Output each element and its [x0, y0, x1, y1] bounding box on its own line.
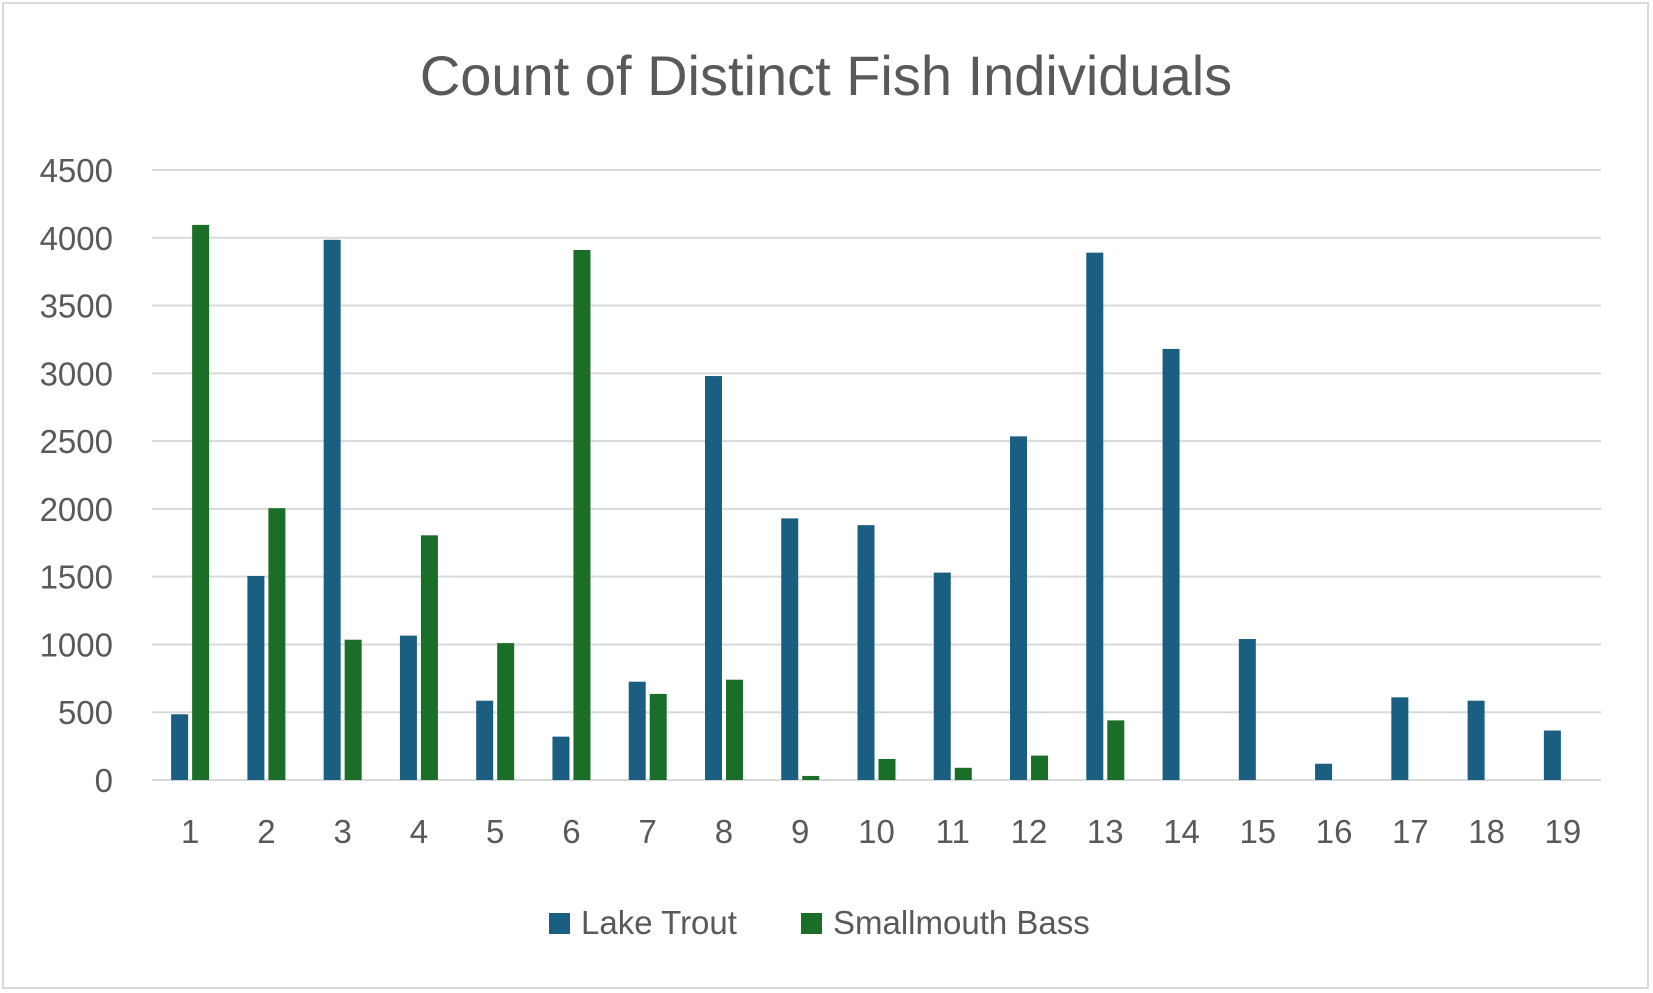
bar-smallmouth-bass-6	[573, 249, 591, 780]
bars	[171, 224, 1561, 781]
y-tick-label: 3000	[40, 355, 113, 392]
y-tick-label: 500	[58, 694, 113, 731]
x-tick-label: 4	[410, 813, 428, 850]
bar-lake-trout-18	[1467, 700, 1485, 780]
bar-smallmouth-bass-11	[954, 767, 972, 780]
bar-lake-trout-13	[1086, 252, 1104, 780]
y-tick-label: 1500	[40, 559, 113, 596]
x-tick-label: 5	[486, 813, 504, 850]
bar-lake-trout-1	[171, 714, 189, 780]
x-tick-label: 3	[333, 813, 351, 850]
x-tick-label: 2	[257, 813, 275, 850]
bar-lake-trout-2	[247, 575, 265, 780]
x-tick-label: 15	[1239, 813, 1276, 850]
legend-swatch-smallmouth-bass	[801, 913, 822, 934]
bar-lake-trout-4	[399, 635, 417, 780]
y-tick-label: 3500	[40, 288, 113, 325]
y-tick-label: 2500	[40, 423, 113, 460]
legend-label-smallmouth-bass: Smallmouth Bass	[833, 904, 1090, 941]
bar-smallmouth-bass-1	[192, 224, 210, 780]
bar-lake-trout-10	[857, 525, 875, 780]
bar-smallmouth-bass-2	[268, 508, 286, 780]
x-tick-label: 18	[1468, 813, 1505, 850]
x-tick-label: 11	[936, 813, 970, 850]
x-tick-label: 12	[1011, 813, 1048, 850]
bar-lake-trout-9	[781, 518, 799, 780]
bar-smallmouth-bass-13	[1107, 720, 1125, 780]
bar-smallmouth-bass-4	[420, 535, 438, 780]
y-tick-label: 4000	[40, 220, 113, 257]
bar-lake-trout-14	[1162, 348, 1180, 780]
y-tick-label: 4500	[40, 152, 113, 189]
bar-lake-trout-16	[1315, 763, 1333, 780]
bar-lake-trout-8	[704, 376, 722, 780]
bar-lake-trout-3	[323, 239, 341, 781]
bar-smallmouth-bass-9	[802, 775, 820, 780]
x-tick-label: 7	[639, 813, 657, 850]
x-tick-label: 9	[791, 813, 809, 850]
bar-lake-trout-11	[933, 572, 951, 780]
legend-label-lake-trout: Lake Trout	[581, 904, 737, 941]
bar-smallmouth-bass-12	[1031, 755, 1049, 780]
bar-smallmouth-bass-8	[725, 679, 743, 780]
x-tick-label: 17	[1392, 813, 1429, 850]
y-tick-label: 2000	[40, 491, 113, 528]
bar-lake-trout-6	[552, 736, 570, 780]
x-tick-label: 6	[562, 813, 580, 850]
x-tick-label: 16	[1316, 813, 1353, 850]
chart-title: Count of Distinct Fish Individuals	[420, 44, 1232, 107]
bar-lake-trout-5	[476, 700, 494, 780]
bar-lake-trout-7	[628, 681, 646, 780]
x-tick-label: 1	[181, 813, 199, 850]
bar-smallmouth-bass-7	[649, 693, 667, 780]
bar-smallmouth-bass-10	[878, 758, 896, 780]
y-tick-label: 1000	[40, 626, 113, 663]
legend: Lake Trout Smallmouth Bass	[549, 904, 1090, 941]
x-tick-label: 8	[715, 813, 733, 850]
bar-lake-trout-19	[1543, 730, 1561, 780]
x-tick-label: 10	[858, 813, 895, 850]
bar-smallmouth-bass-3	[344, 639, 362, 780]
x-tick-label: 14	[1163, 813, 1200, 850]
bar-lake-trout-15	[1238, 639, 1256, 780]
gridlines	[152, 169, 1601, 781]
x-axis-tick-labels: 1 2 3 4 5 6 7 8 9 10 11 12 13 14 15 16 17 18 19	[181, 813, 1581, 850]
bar-smallmouth-bass-5	[497, 643, 515, 780]
bar-lake-trout-12	[1010, 436, 1028, 780]
x-tick-label: 13	[1087, 813, 1124, 850]
bar-lake-trout-17	[1391, 697, 1409, 780]
y-axis-tick-labels: 0 500 1000 1500 2000 2500 3000 3500 4000 4500	[40, 152, 113, 799]
x-tick-label: 19	[1545, 813, 1582, 850]
legend-swatch-lake-trout	[549, 913, 570, 934]
y-tick-label: 0	[95, 762, 113, 799]
